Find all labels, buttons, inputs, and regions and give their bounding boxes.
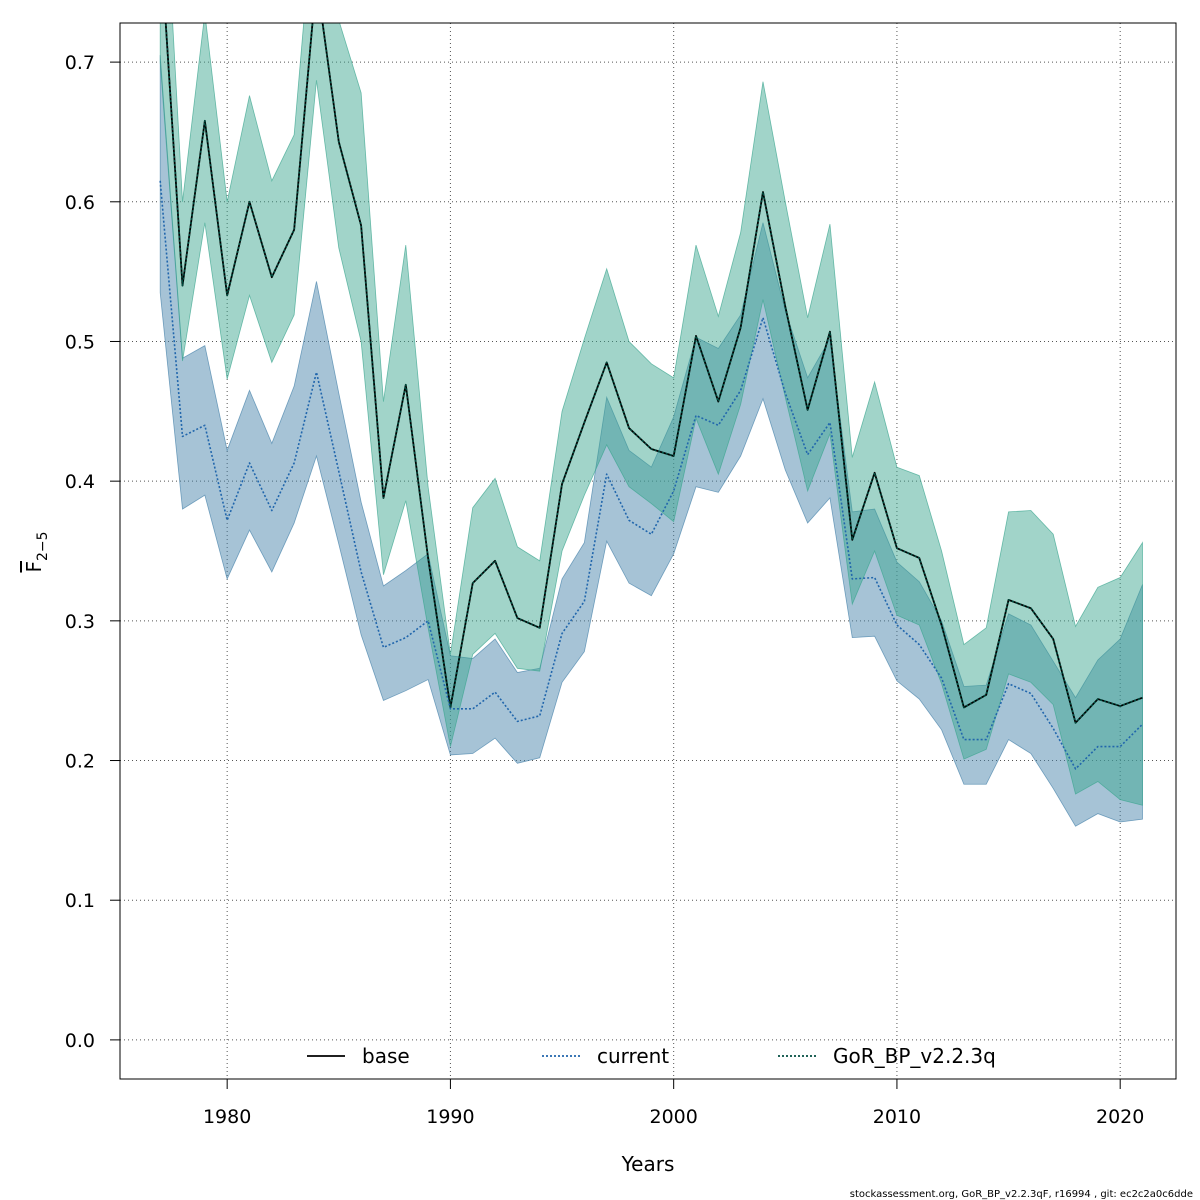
legend-label-1: current (597, 1044, 669, 1068)
y-tick-label-3: 0.3 (65, 611, 95, 633)
svg-text:F2−5: F2−5 (22, 531, 51, 572)
series-lines (159, 23, 1144, 770)
y-axis-title-main: F (22, 561, 46, 573)
y-tick-label-2: 0.2 (65, 751, 95, 773)
legend: base current GoR_BP_v2.2.3q (307, 1044, 996, 1068)
band-current (159, 55, 1143, 827)
confidence-bands (159, 23, 1143, 827)
legend-label-2: GoR_BP_v2.2.3q (833, 1044, 996, 1068)
x-tick-label-4: 2020 (1096, 1106, 1144, 1128)
plot-frame (119, 22, 1177, 1080)
legend-label-0: base (362, 1044, 410, 1068)
y-tick-label-7: 0.7 (65, 52, 95, 74)
y-tick-label-1: 0.1 (65, 890, 95, 912)
y-tick-label-4: 0.4 (65, 471, 95, 493)
axes: 1980 1990 2000 2010 2020 0.0 0.1 0.2 0.3 0.4 0.5 0.… (65, 52, 1145, 1128)
footer-note: stockassessment.org, GoR_BP_v2.2.3qF, r1… (850, 1189, 1193, 1200)
y-tick-label-6: 0.6 (65, 192, 95, 214)
y-axis-title-subscript: 2−5 (35, 531, 51, 561)
x-tick-label-2: 2000 (649, 1106, 697, 1128)
x-tick-label-0: 1980 (203, 1106, 251, 1128)
y-tick-label-0: 0.0 (65, 1030, 95, 1052)
band-GoR_BP_v2.2.3q (159, 23, 1143, 806)
y-tick-label-5: 0.5 (65, 331, 95, 353)
x-tick-label-3: 2010 (873, 1106, 921, 1128)
x-axis-title: Years (621, 1152, 675, 1176)
series-line-GoR_BP_v2.2.3q (164, 23, 1143, 724)
series-line-current (159, 180, 1144, 770)
y-axis-title: F2−5 (22, 531, 51, 572)
x-tick-label-1: 1990 (426, 1106, 474, 1128)
